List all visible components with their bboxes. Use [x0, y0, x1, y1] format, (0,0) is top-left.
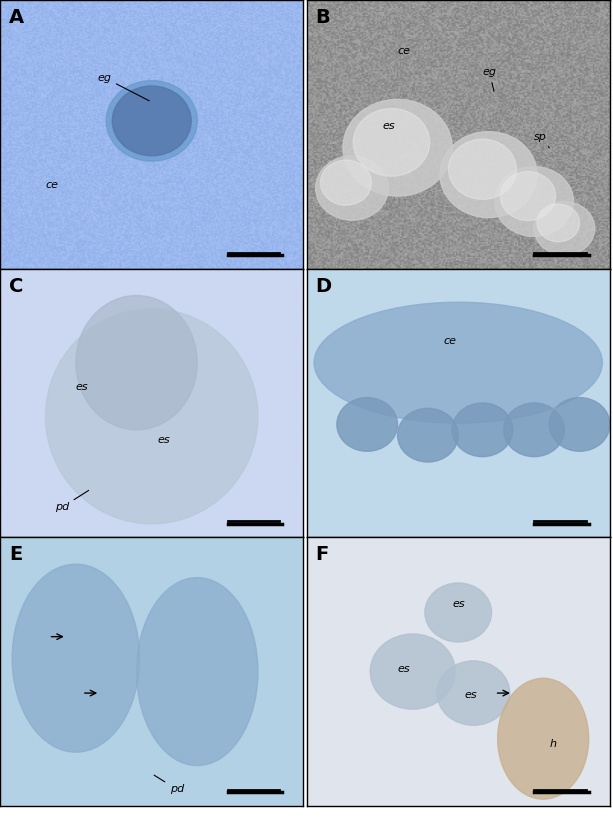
Circle shape: [495, 166, 574, 237]
Text: es: es: [397, 663, 410, 673]
Circle shape: [537, 204, 580, 242]
Ellipse shape: [370, 634, 455, 709]
Circle shape: [449, 139, 517, 199]
Ellipse shape: [12, 564, 140, 752]
Circle shape: [452, 403, 513, 457]
Text: pd: pd: [154, 775, 184, 794]
Text: D: D: [316, 277, 332, 296]
Text: es: es: [383, 121, 395, 131]
Circle shape: [337, 397, 398, 451]
Text: sp: sp: [534, 132, 549, 147]
Circle shape: [321, 160, 371, 206]
Ellipse shape: [76, 296, 197, 430]
Circle shape: [397, 409, 458, 462]
Text: A: A: [9, 8, 25, 27]
Text: es: es: [76, 382, 88, 391]
Ellipse shape: [498, 678, 588, 799]
Circle shape: [440, 132, 537, 218]
Text: ce: ce: [397, 46, 411, 56]
Text: eg: eg: [97, 73, 149, 101]
Text: ce: ce: [443, 336, 456, 346]
Text: es: es: [452, 600, 465, 609]
Text: es: es: [464, 690, 477, 700]
Text: eg: eg: [482, 67, 497, 91]
Text: h: h: [549, 739, 556, 749]
Circle shape: [549, 397, 610, 451]
Text: E: E: [9, 545, 22, 564]
Text: pd: pd: [55, 491, 89, 513]
Circle shape: [500, 172, 555, 220]
Ellipse shape: [137, 577, 258, 766]
Circle shape: [534, 201, 595, 256]
Ellipse shape: [314, 302, 603, 423]
Text: F: F: [316, 545, 329, 564]
Ellipse shape: [45, 309, 258, 524]
Circle shape: [112, 86, 191, 156]
Text: es: es: [158, 435, 170, 446]
Circle shape: [316, 156, 389, 220]
Ellipse shape: [425, 583, 492, 642]
Ellipse shape: [437, 661, 510, 726]
Text: C: C: [9, 277, 23, 296]
Circle shape: [504, 403, 565, 457]
Text: ce: ce: [45, 180, 58, 190]
Text: B: B: [316, 8, 330, 27]
Circle shape: [106, 80, 197, 161]
Circle shape: [353, 109, 430, 176]
Circle shape: [343, 99, 452, 196]
